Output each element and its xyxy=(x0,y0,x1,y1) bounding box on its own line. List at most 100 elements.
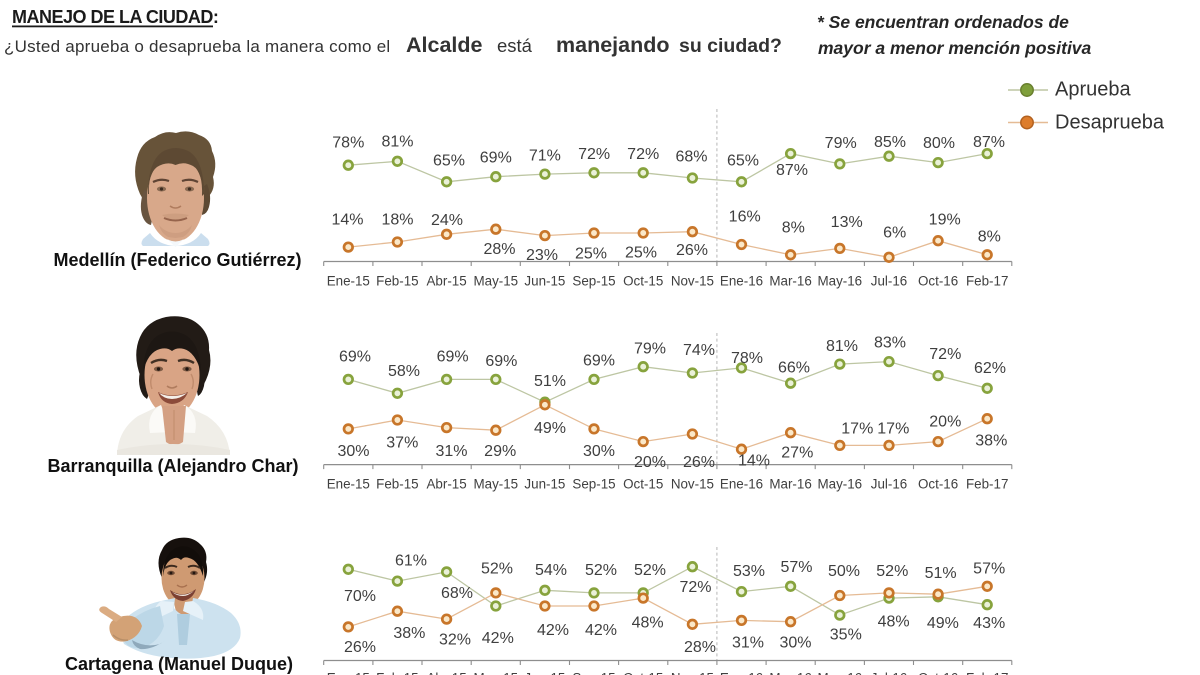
svg-text:57%: 57% xyxy=(973,560,1005,577)
svg-text:81%: 81% xyxy=(826,338,858,355)
svg-text:Sep-15: Sep-15 xyxy=(572,671,615,675)
svg-text:mayor a menor mención positiva: mayor a menor mención positiva xyxy=(818,38,1092,58)
svg-text:Abr-15: Abr-15 xyxy=(426,274,466,289)
svg-text:Ene-15: Ene-15 xyxy=(327,671,370,675)
svg-text:32%: 32% xyxy=(439,631,471,648)
svg-text:Barranquilla (Alejandro Char): Barranquilla (Alejandro Char) xyxy=(47,456,298,476)
svg-text:Ene-15: Ene-15 xyxy=(327,477,370,492)
svg-text:Feb-17: Feb-17 xyxy=(966,477,1008,492)
svg-text:8%: 8% xyxy=(782,219,805,236)
svg-text:Ene-16: Ene-16 xyxy=(720,274,763,289)
svg-text:79%: 79% xyxy=(634,341,666,358)
svg-text:72%: 72% xyxy=(627,146,659,163)
svg-text:8%: 8% xyxy=(978,229,1001,246)
svg-text:16%: 16% xyxy=(729,209,761,226)
svg-text:30%: 30% xyxy=(779,634,811,651)
svg-text:May-16: May-16 xyxy=(817,274,862,289)
svg-text:17%: 17% xyxy=(877,421,909,438)
svg-text:Feb-15: Feb-15 xyxy=(376,477,418,492)
svg-text:Jun-15: Jun-15 xyxy=(524,477,565,492)
svg-text:27%: 27% xyxy=(781,445,813,462)
svg-text:29%: 29% xyxy=(484,443,516,460)
svg-text:30%: 30% xyxy=(337,443,369,460)
svg-text:Nov-15: Nov-15 xyxy=(671,477,714,492)
svg-text:65%: 65% xyxy=(433,153,465,170)
svg-text:69%: 69% xyxy=(437,348,469,365)
svg-text:Oct-15: Oct-15 xyxy=(623,671,663,675)
svg-text:Nov-15: Nov-15 xyxy=(671,671,714,675)
svg-text:69%: 69% xyxy=(339,349,371,366)
svg-text:57%: 57% xyxy=(780,559,812,576)
svg-text:78%: 78% xyxy=(332,135,364,152)
svg-text:30%: 30% xyxy=(583,443,615,460)
svg-text:26%: 26% xyxy=(676,242,708,259)
svg-text:25%: 25% xyxy=(625,245,657,262)
svg-text:42%: 42% xyxy=(537,622,569,639)
svg-text:Jun-15: Jun-15 xyxy=(524,274,565,289)
svg-text:20%: 20% xyxy=(929,413,961,430)
svg-text:69%: 69% xyxy=(485,353,517,370)
svg-text:Jun-15: Jun-15 xyxy=(524,671,565,675)
svg-text:72%: 72% xyxy=(929,346,961,363)
svg-text:50%: 50% xyxy=(828,563,860,580)
svg-text:38%: 38% xyxy=(393,625,425,642)
svg-text:52%: 52% xyxy=(481,560,513,577)
svg-text:19%: 19% xyxy=(929,211,961,228)
svg-text:24%: 24% xyxy=(431,212,463,229)
svg-text:Feb-17: Feb-17 xyxy=(966,274,1008,289)
svg-text:49%: 49% xyxy=(534,420,566,437)
svg-text:14%: 14% xyxy=(738,453,770,470)
svg-text:6%: 6% xyxy=(883,225,906,242)
svg-text:79%: 79% xyxy=(825,135,857,152)
svg-text:Mar-16: Mar-16 xyxy=(769,671,811,675)
svg-text:87%: 87% xyxy=(776,162,808,179)
svg-text:May-16: May-16 xyxy=(817,671,862,675)
svg-text:MANEJO DE LA CIUDAD:: MANEJO DE LA CIUDAD: xyxy=(12,7,218,27)
svg-text:Feb-15: Feb-15 xyxy=(376,274,418,289)
svg-text:Mar-16: Mar-16 xyxy=(769,274,811,289)
svg-text:Mar-16: Mar-16 xyxy=(769,477,811,492)
svg-text:17%: 17% xyxy=(841,421,873,438)
svg-text:85%: 85% xyxy=(874,134,906,151)
svg-text:31%: 31% xyxy=(435,443,467,460)
svg-text:Feb-15: Feb-15 xyxy=(376,671,418,675)
svg-text:Desaprueba: Desaprueba xyxy=(1055,112,1165,134)
svg-text:51%: 51% xyxy=(534,373,566,390)
svg-text:68%: 68% xyxy=(441,585,473,602)
svg-text:* Se encuentran ordenados de: * Se encuentran ordenados de xyxy=(817,12,1069,32)
svg-text:52%: 52% xyxy=(634,562,666,579)
svg-text:70%: 70% xyxy=(344,588,376,605)
svg-text:52%: 52% xyxy=(585,562,617,579)
svg-text:Oct-16: Oct-16 xyxy=(918,671,958,675)
svg-text:87%: 87% xyxy=(973,134,1005,151)
svg-text:May-16: May-16 xyxy=(817,477,862,492)
svg-text:72%: 72% xyxy=(578,146,610,163)
svg-text:80%: 80% xyxy=(923,135,955,152)
svg-text:May-15: May-15 xyxy=(473,671,518,675)
svg-text:69%: 69% xyxy=(583,352,615,369)
svg-text:51%: 51% xyxy=(925,565,957,582)
svg-text:49%: 49% xyxy=(927,615,959,632)
svg-text:74%: 74% xyxy=(683,342,715,359)
svg-text:Oct-15: Oct-15 xyxy=(623,274,663,289)
svg-text:58%: 58% xyxy=(388,363,420,380)
svg-text:13%: 13% xyxy=(831,214,863,231)
svg-text:Aprueba: Aprueba xyxy=(1055,79,1131,101)
svg-text:62%: 62% xyxy=(974,360,1006,377)
svg-text:69%: 69% xyxy=(480,150,512,167)
svg-text:¿Usted aprueba o desaprueba la: ¿Usted aprueba o desaprueba la manera co… xyxy=(4,33,782,57)
svg-text:Oct-15: Oct-15 xyxy=(623,477,663,492)
svg-text:37%: 37% xyxy=(386,435,418,452)
svg-text:May-15: May-15 xyxy=(473,274,518,289)
svg-text:48%: 48% xyxy=(632,614,664,631)
svg-text:Ene-16: Ene-16 xyxy=(720,671,763,675)
svg-text:Ene-15: Ene-15 xyxy=(327,274,370,289)
svg-text:42%: 42% xyxy=(585,622,617,639)
svg-text:18%: 18% xyxy=(381,212,413,229)
svg-text:65%: 65% xyxy=(727,153,759,170)
svg-text:Abr-15: Abr-15 xyxy=(426,671,466,675)
svg-text:42%: 42% xyxy=(482,630,514,647)
svg-text:52%: 52% xyxy=(876,563,908,580)
svg-text:71%: 71% xyxy=(529,148,561,165)
svg-text:25%: 25% xyxy=(575,246,607,263)
